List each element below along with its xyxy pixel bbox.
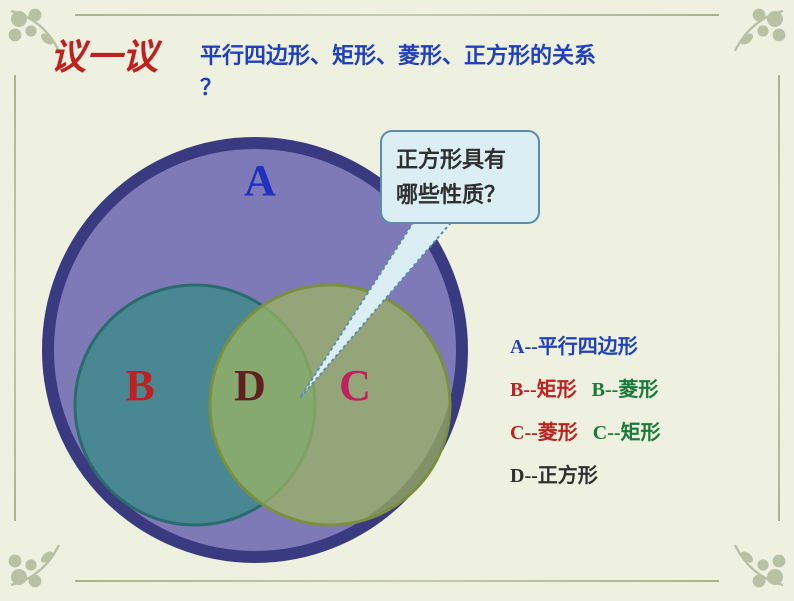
venn-label-c: C [335, 360, 375, 411]
legend-item: D--正方形 [510, 459, 661, 488]
callout-line2: 哪些性质？ [396, 182, 506, 207]
venn-label-a: A [240, 155, 280, 206]
legend-part: C--矩形 [578, 422, 661, 444]
venn-label-d: D [230, 360, 270, 411]
callout-bubble: 正方形具有 哪些性质？ [380, 130, 540, 224]
legend: A--平行四边形 B--矩形 B--菱形 C--菱形 C--矩形 D--正方形 [510, 330, 661, 502]
legend-part: C--菱形 [510, 422, 578, 444]
legend-item: A--平行四边形 [510, 330, 661, 359]
venn-diagram [0, 0, 794, 596]
venn-label-b: B [120, 360, 160, 411]
callout-line1: 正方形具有 [396, 147, 506, 172]
legend-item: B--矩形 B--菱形 [510, 373, 661, 402]
legend-part: B--矩形 [510, 379, 577, 401]
legend-item: C--菱形 C--矩形 [510, 416, 661, 445]
legend-part: B--菱形 [577, 379, 659, 401]
